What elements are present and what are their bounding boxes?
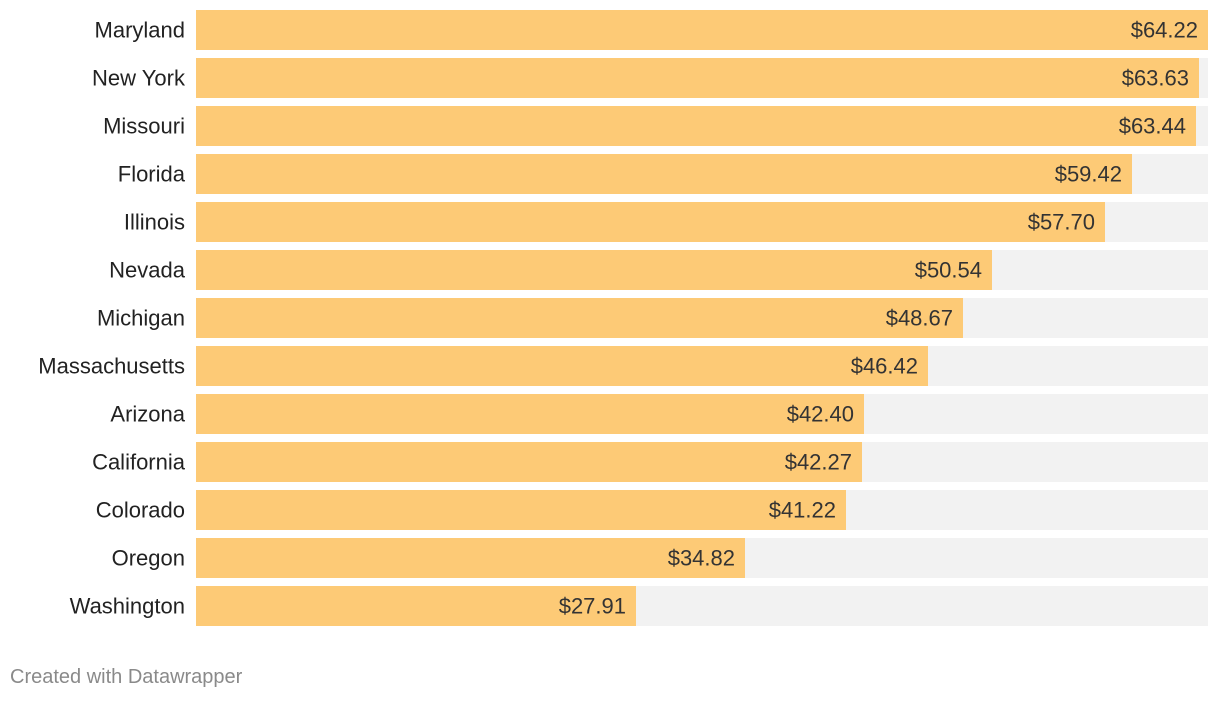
bar bbox=[196, 10, 1208, 50]
bar bbox=[196, 490, 846, 530]
value-label: $46.42 bbox=[851, 354, 918, 379]
value-label: $42.40 bbox=[787, 402, 854, 427]
value-label: $63.44 bbox=[1119, 114, 1186, 139]
category-label: Washington bbox=[70, 594, 185, 619]
credit-text: Created with Datawrapper bbox=[10, 666, 243, 688]
category-label: Michigan bbox=[97, 306, 185, 331]
bar bbox=[196, 106, 1196, 146]
category-label: Arizona bbox=[110, 402, 185, 427]
value-label: $57.70 bbox=[1028, 210, 1095, 235]
value-label: $63.63 bbox=[1122, 66, 1189, 91]
category-label: Oregon bbox=[112, 546, 185, 571]
value-label: $27.91 bbox=[559, 594, 626, 619]
bar bbox=[196, 154, 1132, 194]
bar bbox=[196, 298, 963, 338]
category-label: Nevada bbox=[109, 258, 186, 283]
bar bbox=[196, 394, 864, 434]
category-label: New York bbox=[92, 66, 186, 91]
value-label: $34.82 bbox=[668, 546, 735, 571]
value-label: $42.27 bbox=[785, 450, 852, 475]
category-label: Massachusetts bbox=[38, 354, 185, 379]
bar bbox=[196, 586, 636, 626]
category-label: Illinois bbox=[124, 210, 185, 235]
value-label: $48.67 bbox=[886, 306, 953, 331]
category-label: Colorado bbox=[96, 498, 185, 523]
value-label: $59.42 bbox=[1055, 162, 1122, 187]
category-label: Missouri bbox=[103, 114, 185, 139]
bar-chart: Maryland $64.22 New York $63.63 Missouri $63.… bbox=[38, 10, 1208, 626]
value-label: $41.22 bbox=[769, 498, 836, 523]
bar bbox=[196, 58, 1199, 98]
value-label: $64.22 bbox=[1131, 18, 1198, 43]
value-label: $50.54 bbox=[915, 258, 982, 283]
bar bbox=[196, 538, 745, 578]
bar bbox=[196, 250, 992, 290]
bar bbox=[196, 346, 928, 386]
category-label: Florida bbox=[118, 162, 186, 187]
bar bbox=[196, 202, 1105, 242]
category-label: Maryland bbox=[95, 18, 185, 43]
bar bbox=[196, 442, 862, 482]
category-label: California bbox=[92, 450, 186, 475]
